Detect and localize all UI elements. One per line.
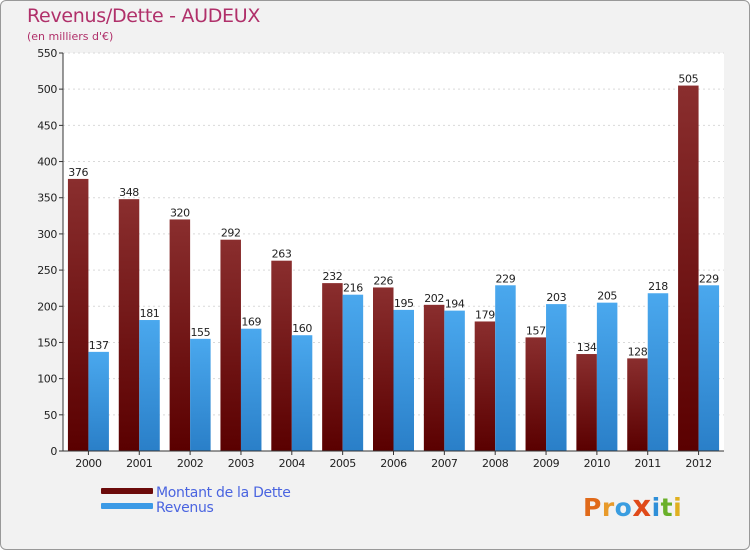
bar-dette-2002 [169, 219, 191, 451]
bar-dette-2006 [373, 287, 394, 451]
data-label-revenus-2011: 218 [648, 280, 668, 293]
y-tick-label-200: 200 [37, 300, 57, 313]
bar-revenus-2006 [393, 309, 414, 451]
bar-dette-2000 [67, 178, 89, 451]
data-label-dette-2002: 320 [170, 206, 190, 219]
data-label-revenus-2001: 181 [140, 307, 160, 320]
logo-letter-6: i [673, 493, 683, 522]
logo-letter-5: t [660, 493, 674, 522]
y-tick-label-400: 400 [37, 156, 57, 169]
data-label-revenus-2004: 160 [292, 322, 312, 335]
data-label-revenus-2010: 205 [597, 290, 617, 303]
data-label-dette-2000: 376 [68, 166, 88, 179]
bar-dette-2007 [423, 304, 445, 451]
x-tick-label-2008: 2008 [482, 457, 509, 470]
data-label-revenus-2006: 195 [394, 297, 414, 310]
chart-title: Revenus/Dette - AUDEUX [27, 5, 261, 27]
y-tick-label-300: 300 [37, 228, 57, 241]
x-tick-label-2002: 2002 [177, 457, 203, 470]
logo-letter-3: x [632, 489, 652, 523]
x-tick-label-2000: 2000 [75, 457, 102, 470]
x-tick-label-2012: 2012 [685, 457, 711, 470]
bar-revenus-2003 [240, 328, 262, 451]
logo-letter-2: o [614, 493, 633, 522]
data-label-revenus-2008: 229 [496, 272, 516, 285]
proxiti-logo: Proxiti [583, 489, 682, 523]
y-tick-label-100: 100 [37, 373, 57, 386]
data-label-dette-2003: 292 [221, 227, 241, 240]
y-tick-label-350: 350 [37, 192, 57, 205]
bar-revenus-2000 [88, 351, 109, 451]
x-tick-label-2006: 2006 [380, 457, 407, 470]
data-label-revenus-2003: 169 [241, 316, 261, 329]
data-label-revenus-2005: 216 [343, 282, 363, 295]
bars: 3761373481813201552921692631602322162261… [67, 73, 720, 452]
bar-dette-2009 [525, 337, 547, 451]
data-label-dette-2005: 232 [323, 270, 343, 283]
y-tick-label-450: 450 [37, 119, 57, 132]
y-tick-label-50: 50 [44, 409, 58, 422]
y-tick-label-150: 150 [37, 336, 57, 349]
logo-letter-1: r [601, 493, 615, 522]
data-label-dette-2008: 179 [475, 308, 495, 321]
x-tick-label-2004: 2004 [279, 457, 306, 470]
y-tick-label-0: 0 [50, 445, 57, 458]
bar-revenus-2010 [596, 302, 618, 451]
legend-label-dette: Montant de la Dette [156, 485, 291, 501]
data-label-revenus-2007: 194 [445, 298, 465, 311]
bar-dette-2005 [322, 283, 343, 451]
x-tick-label-2003: 2003 [228, 457, 255, 470]
y-tick-label-550: 550 [37, 47, 57, 60]
bar-revenus-2009 [546, 304, 567, 451]
legend-swatch-dette [101, 488, 153, 494]
bar-revenus-2002 [190, 338, 211, 451]
y-tick-label-250: 250 [37, 264, 57, 277]
legend-label-revenus: Revenus [156, 500, 214, 516]
x-tick-label-2009: 2009 [533, 457, 560, 470]
bar-dette-2011 [627, 358, 648, 451]
bar-dette-2012 [678, 85, 699, 452]
data-label-dette-2001: 348 [119, 186, 139, 199]
bar-revenus-2008 [495, 285, 516, 451]
bar-revenus-2007 [444, 310, 465, 451]
bar-dette-2004 [271, 260, 292, 451]
bar-dette-2010 [576, 354, 597, 451]
data-label-revenus-2009: 203 [546, 291, 566, 304]
axes: 0 50 100 150 200 250 300 350 400 450 500 550 2000 200… [37, 47, 724, 470]
x-tick-label-2007: 2007 [431, 457, 458, 470]
chart-subtitle: (en milliers d'€) [27, 30, 114, 43]
bar-revenus-2011 [647, 293, 669, 451]
y-tick-label-500: 500 [37, 83, 57, 96]
data-label-revenus-2002: 155 [190, 326, 210, 339]
bar-dette-2003 [220, 239, 241, 451]
logo-letter-4: i [651, 493, 661, 522]
legend-swatch-revenus [101, 503, 153, 509]
bar-dette-2008 [474, 321, 496, 451]
data-label-dette-2006: 226 [373, 274, 393, 287]
data-label-dette-2007: 202 [424, 292, 444, 305]
data-label-revenus-2000: 137 [89, 339, 109, 352]
data-label-dette-2009: 157 [526, 324, 546, 337]
data-label-dette-2011: 128 [628, 345, 648, 358]
bar-revenus-2012 [698, 285, 720, 451]
x-tick-label-2011: 2011 [635, 457, 661, 470]
logo-letter-0: P [583, 493, 602, 522]
bar-dette-2001 [118, 199, 140, 451]
x-tick-label-2010: 2010 [584, 457, 611, 470]
bar-revenus-2005 [342, 294, 364, 451]
data-label-dette-2010: 134 [577, 341, 597, 354]
bar-revenus-2001 [139, 320, 160, 451]
data-label-dette-2012: 505 [678, 73, 698, 86]
data-label-revenus-2012: 229 [699, 272, 719, 285]
x-tick-label-2001: 2001 [126, 457, 152, 470]
bar-revenus-2004 [291, 335, 313, 451]
data-label-dette-2004: 263 [272, 248, 292, 261]
x-tick-label-2005: 2005 [329, 457, 356, 470]
